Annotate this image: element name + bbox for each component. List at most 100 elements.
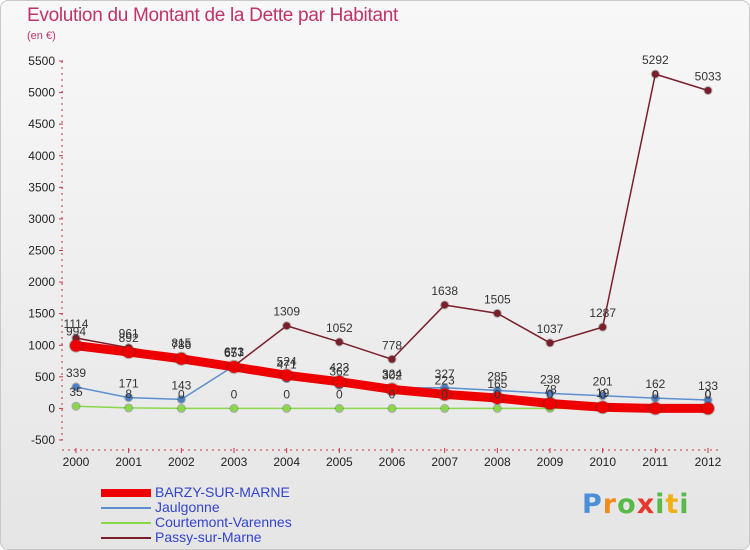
data-label: 1114 bbox=[64, 317, 89, 331]
data-label: 1052 bbox=[326, 321, 353, 335]
data-point bbox=[333, 375, 346, 388]
x-tick-label: 2002 bbox=[168, 455, 195, 469]
y-tick-label: 500 bbox=[35, 370, 55, 384]
data-point bbox=[72, 334, 80, 342]
data-point bbox=[386, 383, 398, 396]
data-point bbox=[70, 339, 82, 352]
data-label: 362 bbox=[329, 365, 349, 379]
data-label: 324 bbox=[382, 367, 402, 381]
data-point bbox=[704, 396, 712, 404]
y-tick-label: 1000 bbox=[28, 338, 55, 352]
logo-letter: i bbox=[679, 489, 690, 520]
data-point bbox=[651, 394, 659, 402]
data-label: 19 bbox=[596, 386, 610, 400]
data-point bbox=[438, 388, 451, 401]
data-label: 1638 bbox=[431, 284, 458, 298]
data-label: 671 bbox=[224, 345, 244, 359]
data-point bbox=[546, 339, 554, 347]
data-point bbox=[335, 404, 343, 412]
data-label: 778 bbox=[382, 338, 402, 352]
x-tick-label: 2011 bbox=[642, 455, 668, 469]
data-label: 0 bbox=[705, 387, 712, 401]
data-label: 238 bbox=[540, 372, 560, 386]
data-label: 524 bbox=[277, 354, 297, 368]
legend-swatch bbox=[101, 537, 151, 539]
data-label: 423 bbox=[329, 361, 349, 375]
data-label: 815 bbox=[171, 336, 191, 350]
data-label: 8 bbox=[125, 387, 132, 401]
data-label: 0 bbox=[652, 387, 659, 401]
logo-letter: o bbox=[617, 489, 637, 520]
data-point bbox=[544, 397, 556, 410]
x-tick-label: 2009 bbox=[537, 455, 564, 469]
y-tick-label: 4500 bbox=[28, 117, 55, 131]
data-point bbox=[651, 70, 659, 78]
y-tick-label: -500 bbox=[31, 433, 55, 447]
data-label: 961 bbox=[119, 327, 139, 341]
data-point bbox=[175, 352, 188, 365]
data-label: 78 bbox=[543, 382, 557, 396]
y-tick-label: 3500 bbox=[28, 180, 55, 194]
data-point bbox=[388, 355, 396, 363]
data-point bbox=[493, 309, 501, 317]
y-tick-label: 5500 bbox=[28, 54, 55, 68]
data-label: 0 bbox=[705, 387, 712, 401]
data-point bbox=[599, 323, 607, 331]
data-label: 0 bbox=[178, 387, 185, 401]
line-chart: -500050010001500200025003000350040004500… bbox=[28, 53, 721, 469]
data-label: 0 bbox=[494, 387, 501, 401]
data-label: 165 bbox=[487, 377, 507, 391]
logo-letter: i bbox=[655, 489, 666, 520]
data-label: 471 bbox=[277, 358, 297, 372]
data-point bbox=[283, 322, 291, 330]
data-label: 0 bbox=[336, 387, 343, 401]
data-point bbox=[493, 404, 501, 412]
x-tick-label: 2006 bbox=[379, 455, 406, 469]
logo-letter: r bbox=[602, 489, 618, 520]
data-label: 302 bbox=[382, 368, 402, 382]
x-tick-label: 2003 bbox=[221, 455, 248, 469]
data-label: 133 bbox=[698, 379, 718, 393]
data-label: 35 bbox=[69, 385, 83, 399]
x-tick-label: 2005 bbox=[326, 455, 353, 469]
data-label: 5292 bbox=[642, 53, 669, 67]
data-point bbox=[388, 404, 396, 412]
data-label: 0 bbox=[441, 387, 448, 401]
data-point bbox=[649, 402, 662, 415]
data-point bbox=[441, 301, 449, 309]
data-label: 1505 bbox=[484, 292, 511, 306]
data-point bbox=[228, 360, 240, 373]
x-tick-label: 2001 bbox=[115, 455, 142, 469]
data-label: 201 bbox=[593, 375, 613, 389]
data-label: 1309 bbox=[273, 305, 300, 319]
data-label: 0 bbox=[283, 387, 290, 401]
y-tick-label: 3000 bbox=[28, 212, 55, 226]
data-point bbox=[702, 402, 714, 415]
chart-title: Evolution du Montant de la Dette par Hab… bbox=[27, 5, 398, 26]
data-label: 0 bbox=[389, 387, 396, 401]
data-point bbox=[72, 402, 80, 410]
legend-swatch bbox=[101, 489, 151, 497]
logo-letter: P bbox=[582, 489, 603, 520]
data-label: 786 bbox=[171, 338, 191, 352]
logo-letter: x bbox=[636, 489, 656, 520]
logo-letter: t bbox=[665, 489, 680, 520]
data-point bbox=[177, 404, 185, 412]
data-point bbox=[441, 404, 449, 412]
legend-swatch bbox=[101, 507, 151, 509]
data-label: 327 bbox=[435, 367, 455, 381]
y-tick-label: 4000 bbox=[28, 149, 55, 163]
data-label: 1037 bbox=[537, 322, 564, 336]
data-label: 0 bbox=[547, 387, 554, 401]
x-tick-label: 2007 bbox=[431, 455, 458, 469]
data-label: 657 bbox=[224, 346, 244, 360]
data-point bbox=[335, 338, 343, 346]
data-label: 892 bbox=[119, 331, 139, 345]
data-point bbox=[493, 386, 501, 394]
legend-label: BARZY-SUR-MARNE bbox=[155, 484, 290, 500]
data-point bbox=[596, 401, 609, 414]
data-point bbox=[491, 391, 504, 404]
proxiti-logo: Proxiti bbox=[582, 489, 690, 520]
y-tick-label: 0 bbox=[48, 401, 55, 415]
